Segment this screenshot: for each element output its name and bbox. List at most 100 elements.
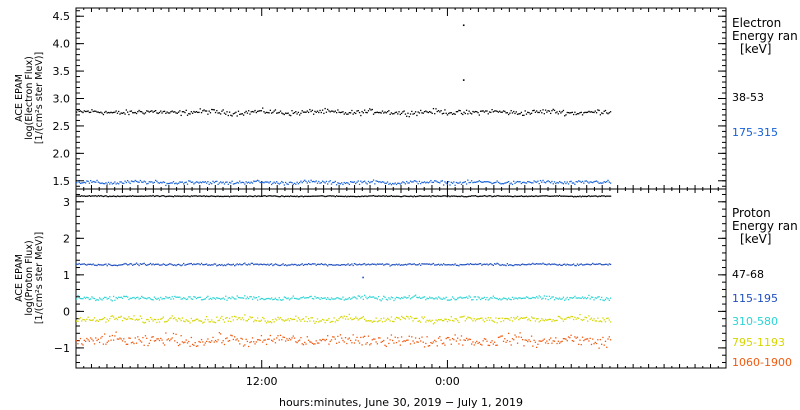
data-point [318, 195, 320, 197]
data-point [309, 341, 311, 343]
data-point [172, 111, 175, 113]
data-point [139, 179, 142, 182]
data-point [449, 195, 451, 198]
data-point [482, 110, 484, 112]
data-point [258, 264, 260, 266]
data-point [297, 317, 300, 319]
data-point [96, 298, 98, 301]
data-point [418, 112, 421, 114]
data-point [239, 343, 241, 345]
data-point [199, 108, 201, 110]
data-point [444, 181, 446, 183]
data-point [380, 317, 382, 320]
data-point [116, 264, 119, 267]
data-point [455, 195, 458, 197]
data-point [556, 195, 558, 197]
data-point [96, 319, 98, 321]
data-point [558, 263, 561, 266]
data-point [77, 294, 79, 297]
data-point [267, 338, 269, 340]
data-point [469, 317, 472, 319]
data-point [592, 338, 594, 340]
data-point [542, 297, 544, 299]
x-axis-label: hours:minutes, June 30, 2019 − July 1, 2… [279, 396, 523, 409]
data-point [226, 263, 228, 266]
data-point [593, 318, 595, 320]
data-point [604, 109, 607, 112]
data-point [160, 337, 162, 340]
data-point [550, 337, 552, 339]
data-point [341, 298, 343, 300]
data-point [399, 195, 401, 198]
data-point [606, 346, 608, 348]
data-point [92, 297, 94, 299]
data-point [416, 296, 418, 298]
data-point [339, 183, 342, 185]
data-point [142, 263, 144, 265]
data-point [530, 316, 533, 318]
data-point [413, 295, 415, 297]
data-point [397, 182, 399, 184]
data-point [104, 333, 106, 335]
data-point [236, 181, 238, 184]
data-point [92, 340, 94, 342]
data-point [608, 336, 610, 338]
electron-ylabel-line-1: ACE EPAM [14, 74, 25, 122]
data-point [337, 319, 339, 322]
data-point [481, 344, 483, 346]
data-point [576, 113, 579, 115]
data-point [290, 264, 292, 266]
data-point [315, 340, 317, 342]
data-point [324, 339, 326, 342]
data-point [594, 195, 596, 197]
data-point [250, 341, 252, 343]
data-point [222, 297, 224, 299]
data-point [260, 297, 263, 300]
data-point [176, 296, 178, 298]
data-point [593, 195, 595, 197]
data-point [332, 320, 334, 323]
data-point [434, 195, 436, 197]
data-point [175, 296, 177, 298]
data-point [231, 180, 233, 182]
data-point [281, 318, 283, 321]
data-point [468, 295, 470, 297]
data-point [441, 113, 444, 115]
data-point [356, 110, 358, 112]
data-point [152, 194, 154, 197]
data-point [170, 338, 172, 340]
data-point [413, 180, 415, 182]
data-point [316, 195, 319, 197]
data-point [270, 112, 273, 114]
data-point [204, 181, 207, 183]
data-point [91, 296, 93, 298]
data-point [523, 114, 525, 117]
data-point [348, 111, 350, 114]
data-point [468, 263, 470, 266]
data-point [311, 180, 314, 183]
data-point [546, 295, 548, 298]
data-point [212, 180, 214, 182]
data-point [378, 295, 380, 298]
data-point [209, 297, 212, 300]
data-point [204, 298, 207, 300]
data-point [251, 337, 254, 339]
data-point [195, 318, 198, 320]
data-point [548, 295, 551, 298]
data-point [250, 181, 252, 183]
data-point [126, 180, 129, 182]
data-point [597, 196, 599, 198]
data-point [130, 195, 133, 197]
data-point [497, 111, 500, 113]
data-point [603, 181, 605, 183]
data-point [301, 263, 303, 265]
data-point [311, 317, 314, 319]
data-point [225, 337, 227, 340]
data-point [176, 195, 178, 197]
data-point [248, 195, 250, 197]
data-point [488, 319, 491, 321]
data-point [170, 263, 172, 265]
data-point [334, 180, 336, 183]
data-point [174, 295, 176, 298]
data-point [598, 296, 600, 298]
